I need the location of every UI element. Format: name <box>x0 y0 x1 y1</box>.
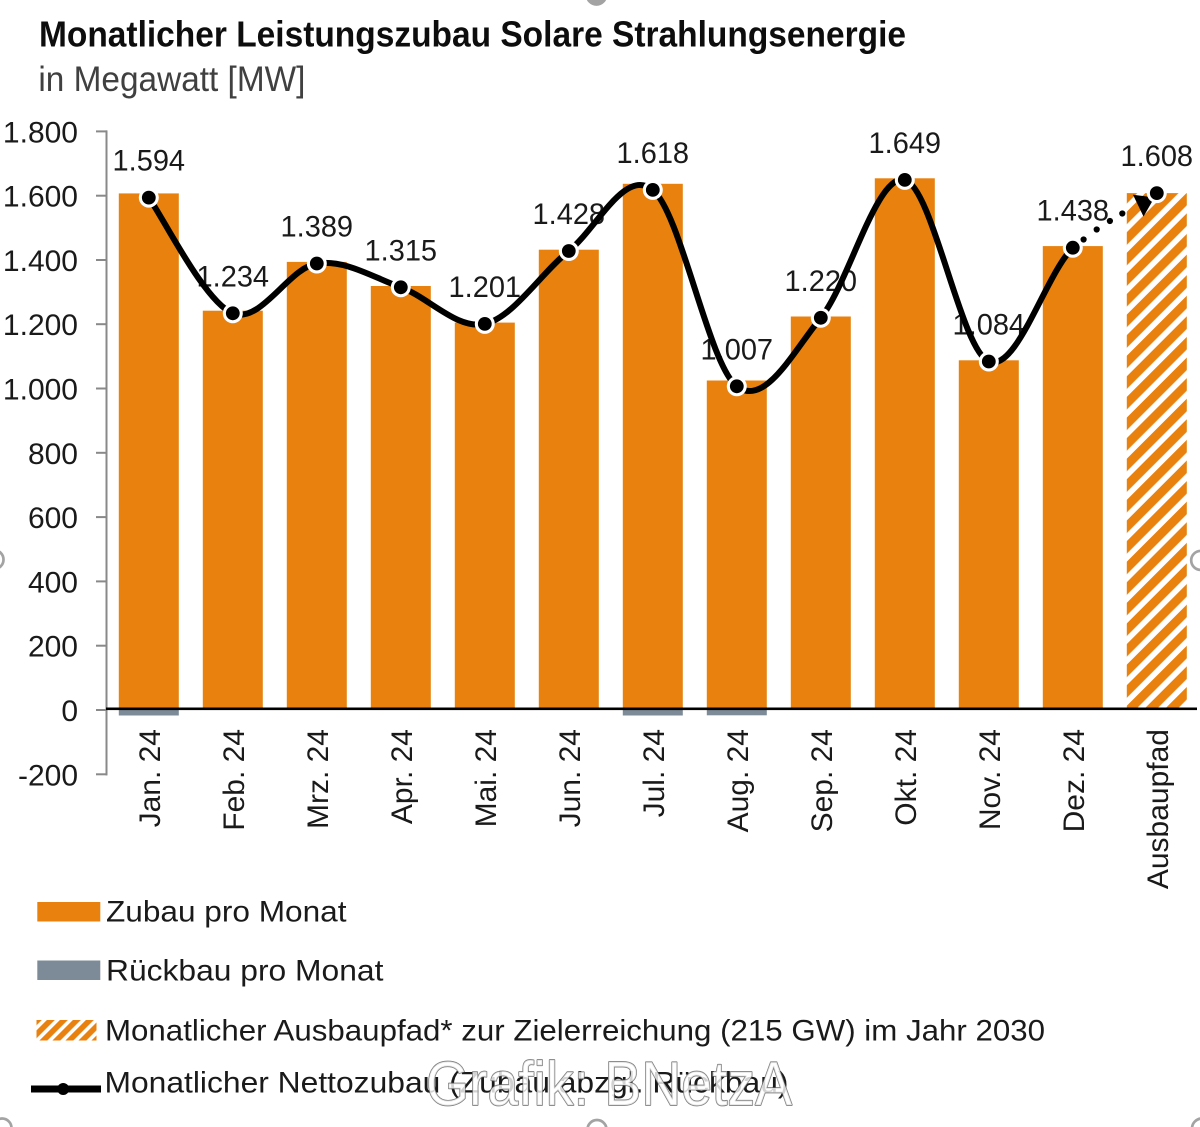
svg-text:1.389: 1.389 <box>281 211 354 244</box>
svg-text:Nov. 24: Nov. 24 <box>974 729 1007 830</box>
svg-text:400: 400 <box>28 566 78 599</box>
svg-text:Grafik: BNetzA: Grafik: BNetzA <box>426 1049 792 1119</box>
svg-text:1.800: 1.800 <box>3 116 78 149</box>
svg-text:0: 0 <box>61 695 78 728</box>
svg-text:200: 200 <box>28 631 78 664</box>
svg-text:Dez. 24: Dez. 24 <box>1058 729 1091 832</box>
svg-text:600: 600 <box>28 502 78 535</box>
svg-text:Feb. 24: Feb. 24 <box>218 729 251 831</box>
svg-text:Aug. 24: Aug. 24 <box>722 729 755 832</box>
svg-text:1.608: 1.608 <box>1121 140 1194 173</box>
svg-text:Apr. 24: Apr. 24 <box>386 729 419 824</box>
svg-text:Jan. 24: Jan. 24 <box>134 729 167 827</box>
svg-text:Sep. 24: Sep. 24 <box>806 729 839 832</box>
svg-text:Jun. 24: Jun. 24 <box>554 729 587 827</box>
svg-text:Jul. 24: Jul. 24 <box>638 729 671 817</box>
svg-text:in Megawatt [MW]: in Megawatt [MW] <box>38 60 305 99</box>
svg-text:1.649: 1.649 <box>869 127 942 160</box>
svg-text:1.000: 1.000 <box>3 374 78 407</box>
svg-text:Mrz. 24: Mrz. 24 <box>302 729 335 829</box>
svg-text:Mai. 24: Mai. 24 <box>470 729 503 827</box>
svg-text:1.600: 1.600 <box>3 181 78 214</box>
svg-text:1.618: 1.618 <box>617 137 690 170</box>
svg-text:1.201: 1.201 <box>449 271 522 304</box>
svg-text:Monatlicher Leistungszubau Sol: Monatlicher Leistungszubau Solare Strahl… <box>39 14 906 55</box>
svg-text:Okt. 24: Okt. 24 <box>890 729 923 826</box>
svg-text:1.594: 1.594 <box>113 145 186 178</box>
svg-text:Monatlicher Nettozubau (Zubau: Monatlicher Nettozubau (Zubau abzgl. Rüc… <box>105 1066 789 1099</box>
svg-text:1.315: 1.315 <box>365 234 438 267</box>
svg-text:Monatlicher Ausbaupfad* zur Zi: Monatlicher Ausbaupfad* zur Zielerreichu… <box>105 1015 1045 1048</box>
svg-text:-200: -200 <box>18 759 78 792</box>
svg-text:Ausbaupfad: Ausbaupfad <box>1142 729 1175 889</box>
svg-text:1.200: 1.200 <box>3 309 78 342</box>
svg-text:800: 800 <box>28 438 78 471</box>
svg-text:Rückbau pro Monat: Rückbau pro Monat <box>106 954 384 987</box>
svg-text:1.400: 1.400 <box>3 245 78 278</box>
svg-text:Zubau pro Monat: Zubau pro Monat <box>106 895 347 928</box>
svg-text:1.438: 1.438 <box>1037 195 1110 228</box>
